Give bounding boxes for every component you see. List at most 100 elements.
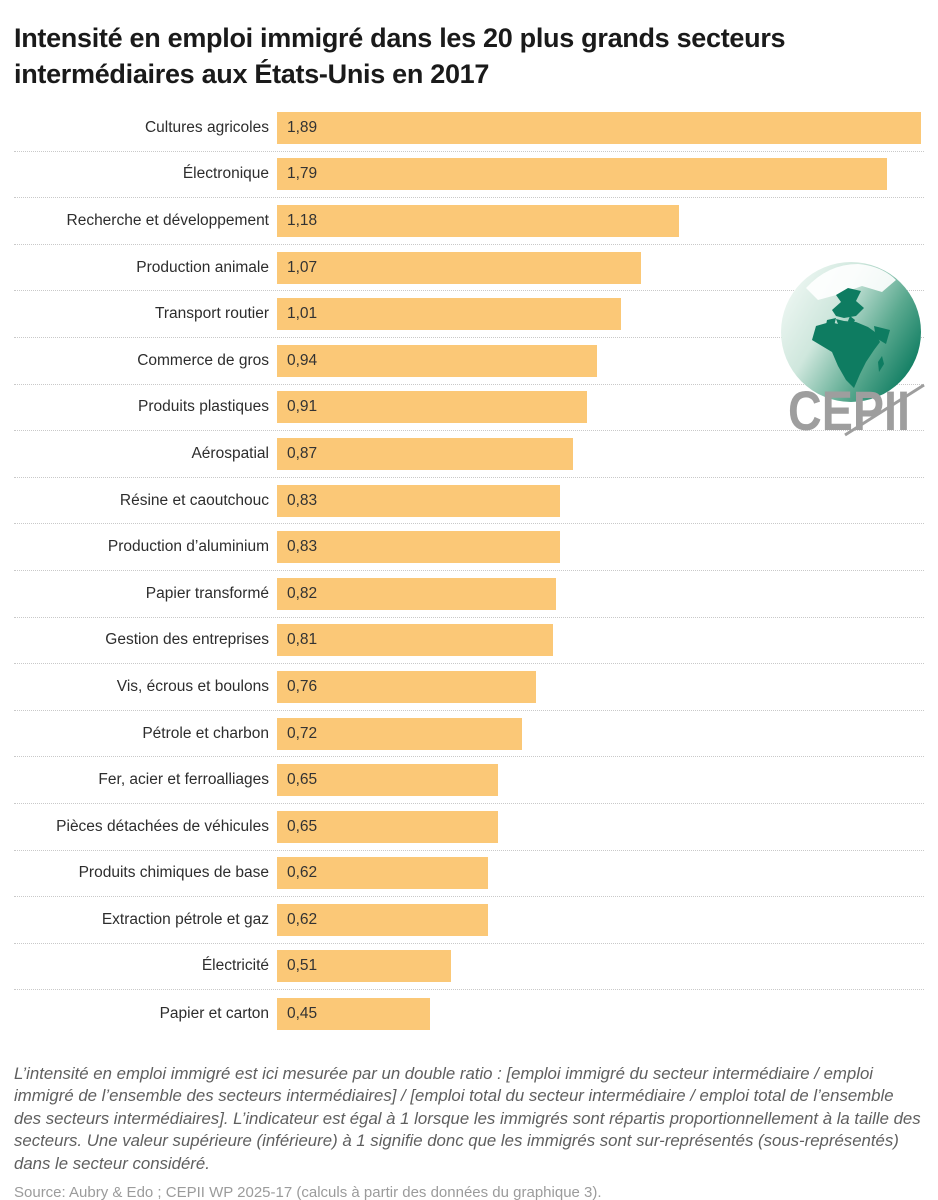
bar-value-label: 1,18 <box>287 211 318 229</box>
category-label: Cultures agricoles <box>144 118 269 136</box>
bar-value-label: 0,51 <box>287 957 318 975</box>
chart-row: Recherche et développement 1,18 <box>14 198 924 245</box>
bar-track: 1,79 <box>277 158 924 191</box>
bar-value-label: 0,94 <box>287 351 318 369</box>
bar-track: 0,51 <box>277 950 924 983</box>
category-label: Résine et caoutchouc <box>119 491 269 509</box>
bar-value-label: 0,72 <box>287 724 318 742</box>
chart-row: Produits plastiques 0,91 <box>14 385 924 432</box>
bar-track: 0,82 <box>277 577 924 610</box>
bar-value-label: 0,87 <box>287 444 318 462</box>
category-label: Production d’aluminium <box>107 538 269 556</box>
chart-row: Gestion des entreprises 0,81 <box>14 618 924 665</box>
bar: 0,62 <box>277 857 489 890</box>
bar-value-label: 0,65 <box>287 817 318 835</box>
bar-value-label: 0,83 <box>287 538 318 556</box>
bar: 0,83 <box>277 531 560 564</box>
category-label: Papier et carton <box>159 1004 269 1022</box>
category-label: Recherche et développement <box>66 211 270 229</box>
bar: 1,18 <box>277 204 679 237</box>
chart-row: Pétrole et charbon 0,72 <box>14 711 924 758</box>
category-label: Électronique <box>182 165 269 183</box>
bar-value-label: 1,07 <box>287 258 318 276</box>
chart-row: Aérospatial 0,87 <box>14 431 924 478</box>
bar: 1,89 <box>277 111 921 144</box>
bar: 0,94 <box>277 344 598 377</box>
bar: 0,87 <box>277 437 574 470</box>
category-label: Produits chimiques de base <box>78 864 269 882</box>
bar-value-label: 1,01 <box>287 305 318 323</box>
bar-track: 0,83 <box>277 531 924 564</box>
bar: 0,83 <box>277 484 560 517</box>
bar-value-label: 0,91 <box>287 398 318 416</box>
bar: 1,07 <box>277 251 642 284</box>
chart-row: Pièces détachées de véhicules 0,65 <box>14 804 924 851</box>
chart-row: Produits chimiques de base 0,62 <box>14 851 924 898</box>
bar-track: 0,65 <box>277 764 924 797</box>
chart-row: Papier transformé 0,82 <box>14 571 924 618</box>
bar-value-label: 1,89 <box>287 118 318 136</box>
bar: 0,72 <box>277 717 523 750</box>
chart-row: Résine et caoutchouc 0,83 <box>14 478 924 525</box>
bar-value-label: 1,79 <box>287 165 318 183</box>
category-label: Commerce de gros <box>137 351 269 369</box>
category-label: Aérospatial <box>191 444 269 462</box>
bar-track: 0,83 <box>277 484 924 517</box>
bar: 0,62 <box>277 903 489 936</box>
bar: 0,81 <box>277 624 553 657</box>
bar-track: 0,72 <box>277 717 924 750</box>
chart-row: Vis, écrous et boulons 0,76 <box>14 664 924 711</box>
bar-value-label: 0,62 <box>287 910 318 928</box>
bar-value-label: 0,81 <box>287 631 318 649</box>
bar-track: 0,87 <box>277 437 924 470</box>
chart-row: Commerce de gros 0,94 <box>14 338 924 385</box>
bar-track: 1,89 <box>277 111 924 144</box>
bar-track: 0,94 <box>277 344 924 377</box>
category-label: Fer, acier et ferroalliages <box>98 771 269 789</box>
bar-value-label: 0,45 <box>287 1004 318 1022</box>
bar-track: 0,62 <box>277 857 924 890</box>
bar: 0,65 <box>277 810 499 843</box>
bar-track: 0,65 <box>277 810 924 843</box>
bar-track: 0,76 <box>277 670 924 703</box>
methodology-note: L’intensité en emploi immigré est ici me… <box>14 1063 921 1173</box>
category-label: Extraction pétrole et gaz <box>101 910 269 928</box>
page-title: Intensité en emploi immigré dans les 20 … <box>14 23 786 89</box>
category-label: Papier transformé <box>145 584 269 602</box>
chart-row: Production animale 1,07 <box>14 245 924 292</box>
bar-value-label: 0,76 <box>287 677 318 695</box>
bar-track: 0,91 <box>277 391 924 424</box>
category-label: Gestion des entreprises <box>105 631 269 649</box>
bar-track: 0,62 <box>277 903 924 936</box>
bar: 1,79 <box>277 158 887 191</box>
bar: 0,45 <box>277 997 431 1030</box>
chart-row: Cultures agricoles 1,89 <box>14 105 924 152</box>
chart-row: Fer, acier et ferroalliages 0,65 <box>14 757 924 804</box>
chart-row: Papier et carton 0,45 <box>14 990 924 1037</box>
bar-track: 1,07 <box>277 251 924 284</box>
bar-track: 0,81 <box>277 624 924 657</box>
category-label: Vis, écrous et boulons <box>116 677 269 695</box>
bar-value-label: 0,65 <box>287 771 318 789</box>
bar-value-label: 0,83 <box>287 491 318 509</box>
bar-value-label: 0,82 <box>287 584 318 602</box>
category-label: Transport routier <box>155 305 269 323</box>
chart-row: Électricité 0,51 <box>14 944 924 991</box>
bar: 1,01 <box>277 298 621 331</box>
category-label: Produits plastiques <box>138 398 269 416</box>
bar: 0,51 <box>277 950 451 983</box>
chart-row: Extraction pétrole et gaz 0,62 <box>14 897 924 944</box>
bar-track: 1,01 <box>277 298 924 331</box>
bar-track: 0,45 <box>277 997 924 1030</box>
chart-row: Transport routier 1,01 <box>14 291 924 338</box>
source-line: Source: Aubry & Edo ; CEPII WP 2025-17 (… <box>14 1183 602 1200</box>
category-label: Pièces détachées de véhicules <box>56 817 269 835</box>
bar: 0,65 <box>277 764 499 797</box>
category-label: Pétrole et charbon <box>142 724 269 742</box>
category-label: Électricité <box>201 957 269 975</box>
chart-row: Production d’aluminium 0,83 <box>14 524 924 571</box>
bar-chart: Cultures agricoles 1,89 Électronique 1,79 Re… <box>14 105 924 1037</box>
bar: 0,91 <box>277 391 587 424</box>
bar-track: 1,18 <box>277 204 924 237</box>
